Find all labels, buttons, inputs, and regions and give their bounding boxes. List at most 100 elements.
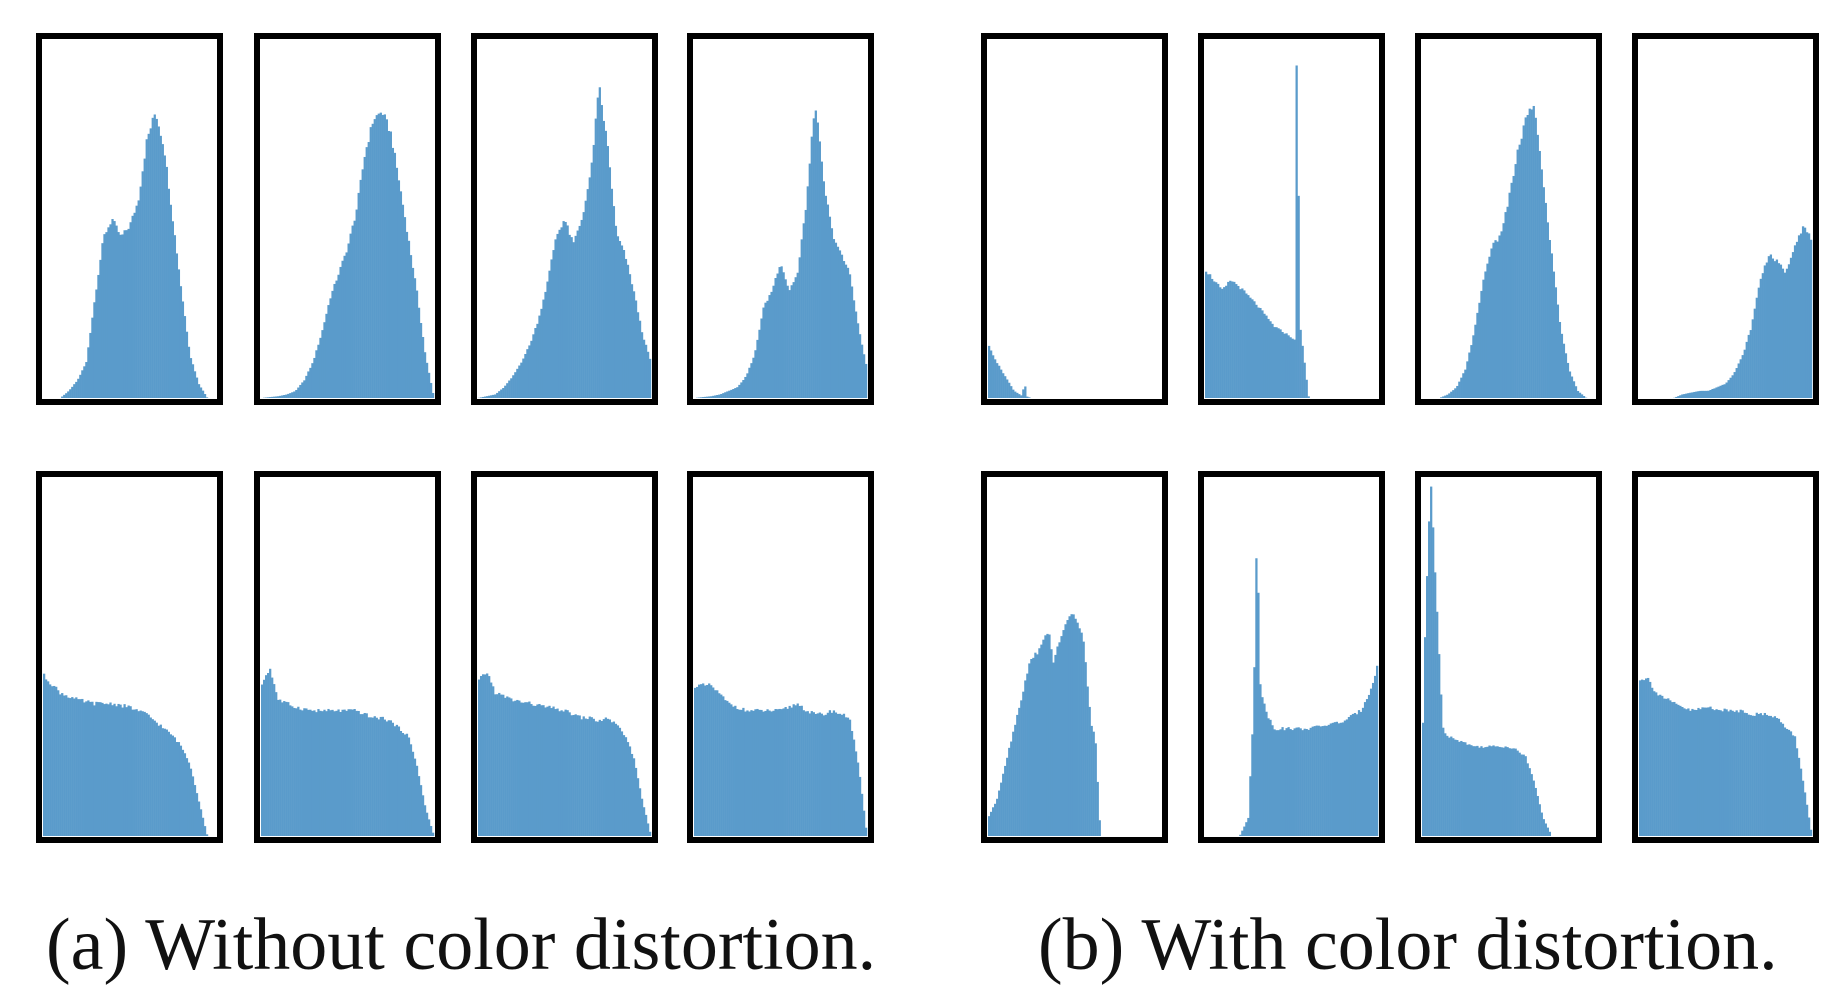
histogram-bar [1659,694,1662,836]
histogram-bar [1713,388,1716,398]
histogram-bar [636,312,640,398]
histogram-bar [584,718,587,836]
histogram-bar [357,192,360,398]
histogram-bar [1245,822,1248,836]
histogram-bar [325,711,328,836]
histogram-bar [1239,289,1242,398]
histogram-bar [397,726,401,836]
histogram-bar [129,706,132,836]
histogram-bar [828,710,832,836]
histogram-bar [802,223,805,398]
histogram-bar [520,702,523,836]
histogram-bar [81,370,84,398]
histogram-bar [550,259,553,398]
histogram-bar [279,699,282,836]
histogram-bar [137,200,140,398]
histogram-bar [560,227,563,398]
histogram-bar [1717,709,1720,836]
histogram-bar [99,702,102,836]
histogram-bar [1679,395,1682,398]
histogram-bar [830,712,834,836]
histogram-bar [199,387,203,398]
histogram-bar [578,715,581,836]
histogram-bar [1683,708,1686,836]
histogram-bar [203,826,207,836]
histogram-bar [375,115,378,399]
histogram-bar [846,717,850,836]
histogram-bar [381,114,384,398]
histogram-bar [1448,393,1451,398]
histogram-bar [89,332,92,398]
histogram-bar [520,362,523,398]
histogram-bar [1729,377,1732,398]
histogram-bar [403,734,407,836]
histogram-bar [1717,386,1720,398]
histogram-bar [1787,264,1791,398]
histogram-bar [1749,330,1752,398]
histogram-bar [1801,226,1805,398]
histogram-bar [1697,707,1700,836]
histogram-bar [1809,239,1813,398]
histogram-bar [544,291,547,398]
histogram-bar [413,278,417,398]
histogram-bar [838,250,842,398]
histogram-bar [1492,745,1495,836]
histogram-bar [407,240,411,398]
histogram-bar [191,776,195,836]
histogram-bar [1534,787,1537,836]
histogram-bar [1464,369,1467,398]
histogram-panel-without-color-distortion-r2-c2 [254,471,441,843]
histogram-bar [740,382,743,398]
histogram-bar [1448,737,1451,836]
panel-frame [687,33,874,405]
histogram-bar [165,729,168,836]
histogram-bar [267,397,270,398]
histogram-bar [285,394,288,398]
histogram-bar [1532,780,1535,836]
histogram-bar [109,224,112,398]
histogram-bar [478,679,481,836]
histogram-bar [536,323,539,398]
histogram-bar [754,709,757,836]
histogram-bar [1016,392,1019,398]
histogram-bar [149,717,152,836]
histogram-bar [530,340,533,398]
histogram-bar [1257,307,1260,398]
histogram-bar [371,123,374,399]
histogram-bar [1773,261,1777,398]
histogram-bar [546,706,549,836]
histogram-bar [1209,274,1212,398]
histogram-bar [856,762,860,836]
histogram-bar [554,239,557,398]
histogram-bar [710,396,713,398]
histogram-bar [508,697,511,836]
histogram-bar [79,374,82,398]
histogram-bar [1721,384,1724,398]
histogram-bar [808,713,811,836]
histogram-bar [832,239,836,398]
histogram-bar [488,676,491,836]
histogram-bar [1000,369,1003,398]
histogram-bar [61,693,64,836]
histogram-bar [724,392,727,398]
histogram-bar [1347,717,1351,836]
histogram-bar [1494,240,1497,398]
histogram-bar [782,708,785,836]
histogram-bar [642,339,646,398]
histogram-bar [343,709,346,836]
histogram-bar [648,831,652,836]
histogram-bar [321,711,324,836]
histogram-bar [1488,745,1491,836]
histogram-bar [1735,710,1738,836]
histogram-bar [163,728,166,836]
histogram-bar [311,363,314,398]
histogram-bar [169,734,172,836]
histogram-bar [542,705,545,836]
histogram-bar [1275,730,1278,836]
histogram-bar [293,391,296,398]
histogram-bar [1701,707,1704,836]
histogram-bar [61,396,64,398]
histogram-bar [369,717,372,836]
panel-frame [1632,471,1819,843]
histogram-bar [1797,235,1801,398]
